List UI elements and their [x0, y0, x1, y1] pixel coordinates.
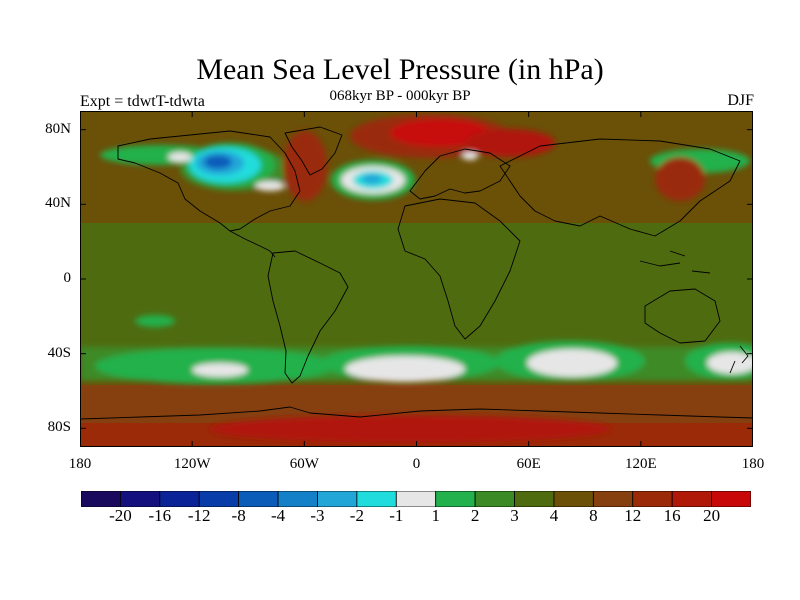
colorbar-swatch [159, 491, 200, 507]
pressure-field [80, 111, 753, 447]
north-america-coast [117, 130, 301, 232]
lon-tick-label: 120E [624, 456, 657, 472]
lon-tick-label: 180 [741, 456, 765, 472]
colorbar-label: -16 [148, 506, 172, 525]
colorbar-swatch [277, 491, 318, 507]
greenland-coast [284, 126, 343, 176]
colorbar-label: -4 [270, 506, 286, 525]
field-tasman-core [707, 352, 753, 374]
field-laurentide-rim-east [255, 181, 285, 191]
colorbar-swatch [592, 491, 634, 507]
colorbar-label: -2 [349, 506, 364, 525]
season-label: DJF [727, 92, 754, 109]
lon-tick-label: 120W [173, 456, 211, 472]
africa-coast [397, 198, 521, 340]
field-south-pacific-core [192, 363, 248, 377]
indonesia-coast [639, 250, 711, 274]
australia-coast [644, 288, 721, 344]
lat-tick-label: 80N [45, 120, 71, 137]
antarctica-coast [80, 406, 753, 420]
new-zealand-coast [729, 345, 749, 374]
colorbar-swatch [356, 491, 397, 507]
colorbar-label: 12 [624, 506, 642, 525]
lon-tick-label: 60E [516, 456, 541, 472]
chart-title: Mean Sea Level Pressure (in hPa) [196, 53, 604, 86]
colorbar-swatch [474, 491, 515, 507]
colorbar-label: -20 [109, 506, 132, 525]
colorbar-label: -1 [389, 506, 404, 525]
chart-subtitle: 068kyr BP - 000kyr BP [329, 88, 471, 104]
colorbar-swatch [317, 491, 358, 507]
field-east-pacific-low [135, 315, 175, 327]
colorbar [81, 491, 751, 507]
colorbar-swatch [395, 491, 437, 507]
central-america-coast [229, 230, 276, 258]
field-barents-high [465, 129, 555, 157]
lat-tick-label: 0 [63, 270, 72, 286]
colorbar-label: 20 [703, 506, 721, 525]
coastlines [80, 126, 753, 420]
colorbar-swatch [198, 491, 240, 507]
pressure-map [80, 111, 753, 447]
colorbar-label: 4 [549, 506, 559, 525]
colorbar-label: 2 [470, 506, 480, 525]
colorbar-swatch [238, 491, 279, 507]
field-antarctic-high [210, 415, 610, 443]
experiment-label: Expt = tdwtT-tdwta [80, 93, 205, 110]
colorbar-label: 8 [589, 506, 598, 525]
field-south-atlantic-core [345, 356, 465, 382]
field-tropical-band [80, 223, 753, 323]
colorbar-label: 3 [510, 506, 519, 525]
lon-tick-label: 180 [68, 456, 92, 472]
asia-coast [499, 138, 741, 237]
colorbar-swatch [514, 491, 555, 507]
field-laurentide-core [204, 155, 232, 169]
lon-tick-label: 60W [289, 456, 319, 472]
colorbar-label: 1 [431, 506, 440, 525]
lat-tick-label: 80S [47, 419, 71, 436]
field-laurentide-rim-west [168, 152, 192, 162]
colorbar-label: 16 [663, 506, 681, 525]
field-south-indian-core [527, 349, 617, 377]
colorbar-label: -3 [310, 506, 325, 525]
lat-tick-label: 40N [45, 195, 71, 212]
axis-ticks [80, 111, 753, 447]
colorbar-label: -12 [187, 506, 211, 525]
colorbar-swatch [711, 491, 751, 507]
colorbar-swatch [435, 491, 476, 507]
colorbar-swatch [81, 491, 121, 507]
south-america-coast [267, 250, 349, 384]
lon-tick-label: 0 [412, 456, 421, 472]
field-barents-spot [462, 152, 478, 160]
colorbar-swatch [120, 491, 161, 507]
field-north-atlantic-core [362, 174, 382, 184]
colorbar-swatch [671, 491, 712, 507]
colorbar-swatch [632, 491, 673, 507]
colorbar-label: -8 [231, 506, 246, 525]
field-siberia-high [655, 157, 705, 201]
field-arctic-high-core [390, 119, 490, 147]
europe-coast [409, 148, 511, 200]
lat-tick-label: 40S [47, 344, 71, 361]
colorbar-swatch [553, 491, 594, 507]
